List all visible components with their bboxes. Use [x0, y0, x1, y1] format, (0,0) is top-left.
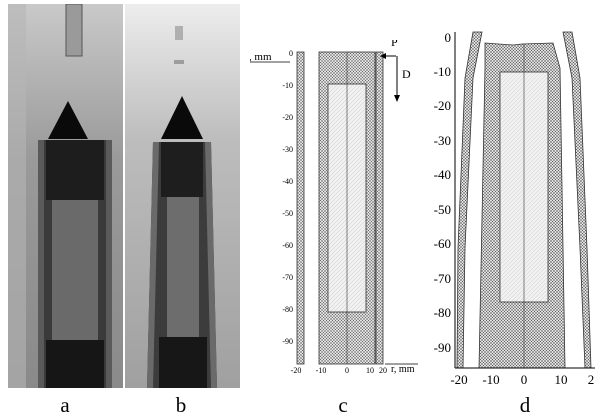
arrow-p-label: P [391, 40, 398, 49]
r-tick: 2 [588, 372, 595, 387]
z-tick: -90 [282, 337, 293, 346]
arrow-d-label: D [402, 67, 411, 81]
panel-label-d: d [519, 393, 531, 417]
z-tick: -70 [282, 273, 293, 282]
outer-tube-right [375, 51, 384, 365]
panel-label-b: b [175, 393, 187, 417]
arrow-p-head [380, 53, 386, 59]
z-tick: -90 [434, 340, 451, 355]
r-tick: -10 [482, 372, 499, 387]
z-tick: 0 [289, 49, 293, 58]
r-tick: 10 [366, 366, 374, 375]
outer-tube-left-deformed [456, 31, 483, 369]
z-tick: -30 [282, 145, 293, 154]
z-ticks-d: 0 -10 -20 -30 -40 -50 -60 -70 -80 -90 [434, 30, 451, 355]
r-ticks-c: -20 -10 0 10 20 [291, 366, 387, 375]
r-tick: 0 [521, 372, 528, 387]
z-tick: -10 [434, 64, 451, 79]
outer-tube-left [296, 51, 305, 365]
z-tick: -10 [282, 81, 293, 90]
mesh-plot-d: 0 -10 -20 -30 -40 -50 -60 -70 -80 -90 -2… [434, 30, 595, 387]
z-tick: -80 [282, 305, 293, 314]
z-axis-label: z, mm [250, 51, 272, 63]
radiograph-a [8, 4, 123, 388]
r-tick: 0 [345, 366, 349, 375]
z-tick: -60 [434, 236, 451, 251]
r-tick: -20 [450, 372, 467, 387]
panel-label-c: c [338, 393, 348, 417]
radiograph-b-image [125, 4, 240, 388]
z-tick: 0 [445, 30, 452, 45]
r-tick: 20 [379, 366, 387, 375]
z-tick: -50 [282, 209, 293, 218]
arrow-d-head [394, 95, 400, 102]
z-tick: -50 [434, 202, 451, 217]
radiograph-a-image [8, 4, 123, 388]
z-tick: -30 [434, 133, 451, 148]
radiograph-b [125, 4, 240, 388]
z-tick: -20 [282, 113, 293, 122]
r-tick: -20 [291, 366, 302, 375]
r-tick: -10 [316, 366, 327, 375]
panel-label-a: a [60, 393, 70, 417]
r-axis-label: r, mm [391, 364, 415, 375]
r-ticks-d: -20 -10 0 10 2 [450, 372, 594, 387]
z-tick: -40 [282, 177, 293, 186]
z-tick: -20 [434, 98, 451, 113]
z-tick: -60 [282, 241, 293, 250]
z-tick: -40 [434, 167, 451, 182]
outer-tube-right-deformed [562, 31, 592, 369]
r-tick: 10 [555, 372, 568, 387]
z-tick: -80 [434, 305, 451, 320]
z-ticks-c: 0 -10 -20 -30 -40 -50 -60 -70 -80 -90 [282, 49, 293, 346]
z-tick: -70 [434, 271, 451, 286]
mesh-plot-c: z, mm 0 -10 -20 -30 -40 -50 -60 -70 -80 … [250, 40, 418, 375]
